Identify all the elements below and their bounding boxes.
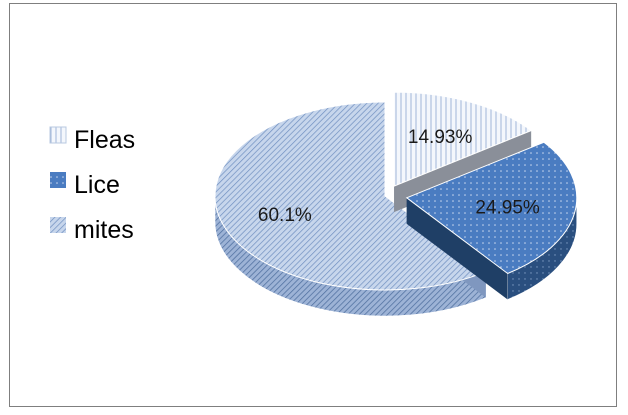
legend-swatch-fleas [49,126,67,144]
data-label-fleas: 14.93% [408,127,473,148]
data-label-lice: 24.95% [475,197,540,218]
legend-swatch-lice [50,172,66,188]
legend-item-fleas: Fleas [49,126,135,154]
legend-label-mites: mites [74,216,134,244]
pie-slice-wall-lice-1 [406,197,508,300]
pie-slice-top-fleas [393,91,533,187]
legend-item-lice: Lice [50,171,120,199]
legend-swatch-mites [50,217,66,233]
data-label-mites: 60.1% [258,205,312,226]
pie-slice-top-mites [214,101,487,291]
pie-slice-lice [405,141,578,300]
pie-slice-top-lice [405,141,578,275]
legend-label-fleas: Fleas [74,126,135,154]
legend-label-lice: Lice [74,171,120,199]
legend-item-mites: mites [50,216,134,244]
